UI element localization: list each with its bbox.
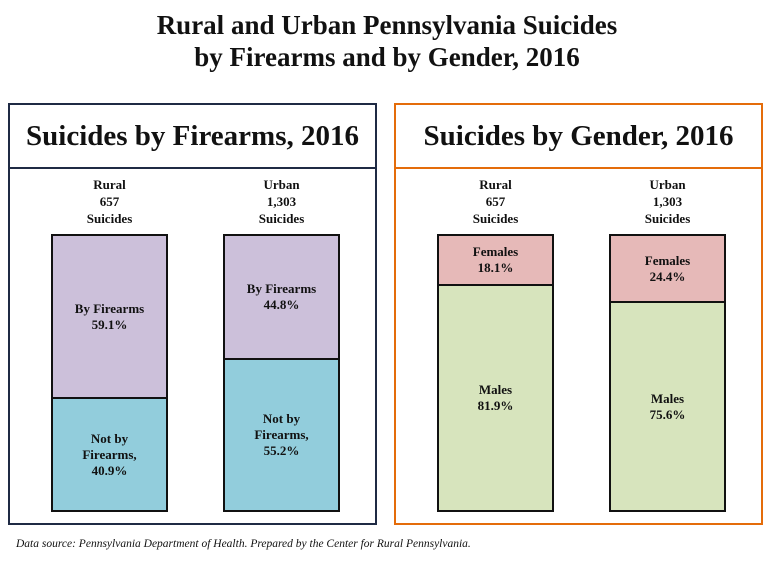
title-line: Rural and Urban Pennsylvania Suicides <box>156 10 618 40</box>
value-label: 75.6% <box>649 406 686 422</box>
total-unit: Suicides <box>472 211 519 226</box>
chart-title: Suicides by Gender, 2016 <box>396 105 761 169</box>
bar-segment: Females 18.1% <box>437 234 554 286</box>
value-label: 18.1% <box>477 259 514 275</box>
total-unit: Suicides <box>258 211 305 226</box>
category-label: Urban <box>649 177 686 192</box>
value-label: 81.9% <box>477 397 514 413</box>
segment-name: Females <box>644 252 691 268</box>
bar-segment: By Firearms 44.8% <box>223 234 340 360</box>
value-label: 44.8% <box>263 296 300 312</box>
segment-name: Males <box>478 381 513 397</box>
chart-panel: Suicides by Gender, 2016 Rural 657 Suicides… <box>394 103 763 525</box>
chart-panel: Suicides by Firearms, 2016 Rural 657 Suicid… <box>8 103 377 525</box>
value-label: 24.4% <box>649 268 686 284</box>
title-line: by Firearms and by Gender, 2016 <box>194 42 580 72</box>
total-unit: Suicides <box>86 211 133 226</box>
total-unit: Suicides <box>644 211 691 226</box>
total-label: 1,303 <box>652 194 683 209</box>
total-label: 1,303 <box>266 194 297 209</box>
total-label: 657 <box>99 194 120 209</box>
bar-segment: Males 75.6% <box>609 301 726 512</box>
bar-segment: Females 24.4% <box>609 234 726 304</box>
category-label: Urban <box>263 177 300 192</box>
value-label: 40.9% <box>91 462 128 478</box>
source-note: Data source: Pennsylvania Department of … <box>16 538 471 550</box>
category-label: Rural <box>479 177 512 192</box>
total-label: 657 <box>485 194 506 209</box>
bar-segment: By Firearms 59.1% <box>51 234 168 400</box>
category-label: Rural <box>93 177 126 192</box>
value-label: 55.2% <box>263 442 300 458</box>
segment-name: Not by Firearms, <box>82 430 137 462</box>
segment-name: Not by Firearms, <box>254 410 309 442</box>
segment-name: Females <box>472 243 519 259</box>
segment-name: Males <box>650 390 685 406</box>
bar-segment: Males 81.9% <box>437 283 554 512</box>
bar-segment: Not by Firearms, 55.2% <box>223 357 340 512</box>
value-label: 59.1% <box>91 316 128 332</box>
bar-segment: Not by Firearms, 40.9% <box>51 397 168 512</box>
segment-name: By Firearms <box>74 300 145 316</box>
chart-title: Suicides by Firearms, 2016 <box>10 105 375 169</box>
segment-name: By Firearms <box>246 280 317 296</box>
